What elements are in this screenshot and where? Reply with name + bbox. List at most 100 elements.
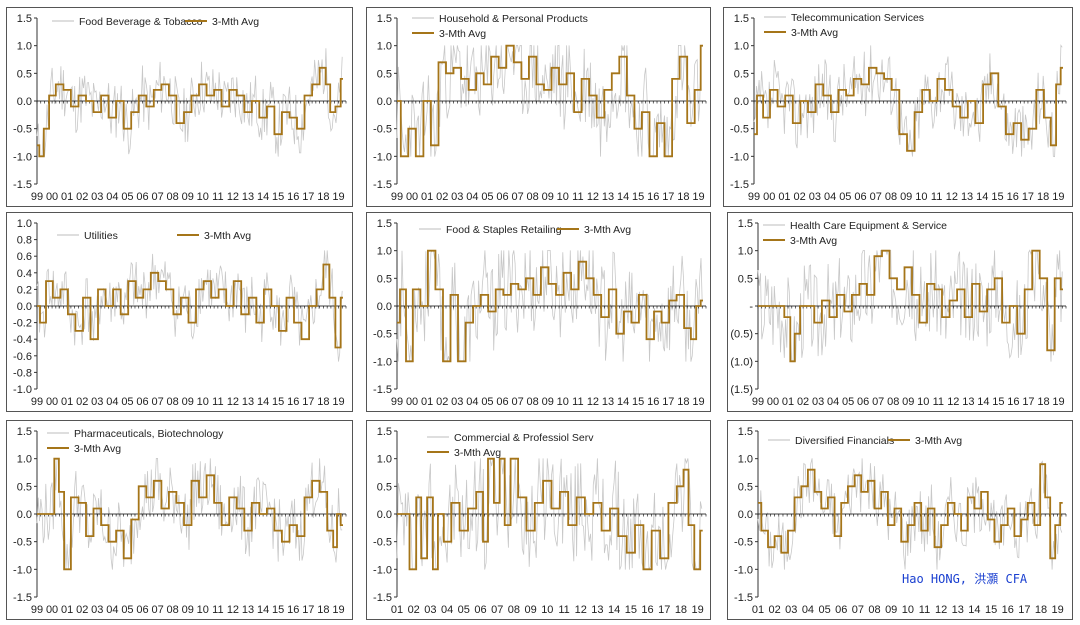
y-tick-label: -0.5 xyxy=(373,124,392,136)
x-tick-label: 10 xyxy=(917,396,929,408)
x-tick-label: 07 xyxy=(151,191,163,203)
y-tick-label: 1.0 xyxy=(17,218,32,230)
x-tick-label: 15 xyxy=(992,396,1004,408)
legend: Household & Personal Products 3-Mth Avg xyxy=(412,13,588,40)
x-tick-label: 11 xyxy=(572,396,583,408)
x-tick-label: 14 xyxy=(617,191,629,203)
x-tick-label: 13 xyxy=(961,191,973,203)
y-tick-label: -1.5 xyxy=(734,592,753,604)
y-tick-label: -0.2 xyxy=(13,318,32,330)
x-tick-label: 11 xyxy=(919,604,930,616)
x-tick-label: 99 xyxy=(31,396,43,408)
legend-raw-label: Food & Staples Retailing xyxy=(446,224,562,236)
x-tick-label: 15 xyxy=(632,191,644,203)
x-tick-label: 02 xyxy=(76,396,88,408)
raw-series-line xyxy=(753,44,1063,158)
avg-series-line xyxy=(758,463,1063,560)
x-tick-label: 02 xyxy=(769,604,781,616)
y-tick-label: -0.6 xyxy=(13,351,32,363)
x-tick-label: 08 xyxy=(167,604,179,616)
x-tick-label: 09 xyxy=(885,604,897,616)
x-tick-label: 06 xyxy=(474,604,486,616)
x-tick-label: 16 xyxy=(647,396,659,408)
y-tick-label: 0.5 xyxy=(738,481,753,493)
x-tick-label: 11 xyxy=(212,191,223,203)
x-tick-label: 03 xyxy=(91,396,103,408)
x-tick-label: 18 xyxy=(677,191,689,203)
chart-svg: 1.5 1.0 0.5 0.0 -0.5 -1.0 -1.599 00 01 02 03 04 05 06… xyxy=(13,13,347,203)
y-tick-label: 0.5 xyxy=(17,68,32,80)
x-tick-label: 02 xyxy=(76,604,88,616)
x-tick-label: 14 xyxy=(977,396,989,408)
legend: Food Beverage & Tobacco 3-Mth Avg xyxy=(52,16,259,28)
x-tick-label: 10 xyxy=(197,191,209,203)
x-tick-label: 04 xyxy=(106,396,118,408)
x-tick-label: 19 xyxy=(332,604,344,616)
x-tick-label: 04 xyxy=(441,604,453,616)
x-tick-label: 18 xyxy=(1037,396,1049,408)
y-tick-label: -1.0 xyxy=(13,151,32,163)
y-tick-label: 1.5 xyxy=(17,426,32,438)
legend-avg-label: 3-Mth Avg xyxy=(791,27,838,39)
x-tick-label: 15 xyxy=(985,604,997,616)
chart-panel: 1.5 1.0 0.5 0.0 -0.5 -1.0 -1.5 01 02 03 04 05 06 07 08… xyxy=(366,420,711,620)
y-tick-label: (1.5) xyxy=(730,384,753,396)
y-tick-label: -1.5 xyxy=(730,179,749,191)
legend-raw-label: Household & Personal Products xyxy=(439,13,588,25)
x-tick-label: 04 xyxy=(827,396,839,408)
x-tick-label: 01 xyxy=(61,191,73,203)
y-tick-label: 0.6 xyxy=(17,251,32,263)
x-tick-label: 00 xyxy=(46,604,58,616)
x-tick-label: 17 xyxy=(1018,604,1030,616)
x-tick-label: 12 xyxy=(935,604,947,616)
chart-panel: 1.0 0.8 0.6 0.4 0.2 0.0 -0.2 -0.4 -0.6 -0.8 -1.0 99… xyxy=(6,212,353,412)
y-tick-label: 0.2 xyxy=(17,284,32,296)
chart-panel: 1.5 1.0 0.5- (0.5) (1.0) (1.5) 99 00 01 02 03 04 05 0… xyxy=(727,212,1073,412)
y-tick-label: -0.5 xyxy=(373,537,392,549)
x-tick-label: 15 xyxy=(272,191,284,203)
y-tick-label: 0.8 xyxy=(17,235,32,247)
x-tick-label: 15 xyxy=(625,604,637,616)
x-tick-label: 17 xyxy=(1022,191,1034,203)
y-tick-label: 1.5 xyxy=(17,13,32,25)
chart-panel: 1.5 1.0 0.5 0.0 -0.5 -1.0 -1.5 01 02 03 04 05 06 07 08… xyxy=(727,420,1073,620)
x-tick-label: 02 xyxy=(797,396,809,408)
x-tick-label: 02 xyxy=(794,191,806,203)
x-tick-label: 04 xyxy=(802,604,814,616)
x-tick-label: 08 xyxy=(527,191,539,203)
avg-series-line xyxy=(37,66,343,158)
y-tick-label: 0.0 xyxy=(734,96,749,108)
chart-svg: 1.51.00.5-(0.5)(1.0)(1.5)99 00 01 02 03 04 05 0… xyxy=(730,218,1067,408)
y-tick-label: 0.0 xyxy=(17,301,32,313)
y-tick-label: -0.5 xyxy=(730,124,749,136)
avg-series-line xyxy=(397,44,703,158)
legend: Health Care Equipment & Service 3-Mth Avg xyxy=(763,220,947,247)
x-tick-label: 03 xyxy=(424,604,436,616)
x-tick-label: 05 xyxy=(121,396,133,408)
x-tick-label: 01 xyxy=(61,604,73,616)
y-tick-label: -1.0 xyxy=(13,384,32,396)
x-tick-label: 18 xyxy=(1035,604,1047,616)
x-tick-label: 07 xyxy=(872,396,884,408)
chart-svg: 1.0 0.8 0.6 0.4 0.2 0.0 -0.2 -0.4 -0.6 -0.8 -1.099… xyxy=(13,218,347,408)
y-tick-label: 0.5 xyxy=(377,273,392,285)
raw-series-line xyxy=(36,250,343,362)
x-tick-label: 03 xyxy=(809,191,821,203)
y-tick-label: -1.5 xyxy=(373,179,392,191)
x-tick-label: 17 xyxy=(662,191,674,203)
x-tick-label: 12 xyxy=(946,191,958,203)
x-tick-label: 13 xyxy=(242,191,254,203)
y-tick-label: 0.4 xyxy=(17,268,32,280)
x-tick-label: 03 xyxy=(785,604,797,616)
y-tick-label: 1.0 xyxy=(738,246,753,258)
x-tick-label: 19 xyxy=(332,396,344,408)
legend-avg-label: 3-Mth Avg xyxy=(790,235,837,247)
chart-panel: 1.5 1.0 0.5 0.0 -0.5 -1.0 -1.5 99 00 01 02 03 04 05 06… xyxy=(723,7,1073,207)
y-tick-label: 0.0 xyxy=(377,96,392,108)
x-tick-label: 10 xyxy=(557,191,569,203)
x-tick-label: 09 xyxy=(524,604,536,616)
chart-panel: 1.5 1.0 0.5 0.0 -0.5 -1.0 -1.5 99 00 01 02 03 04 05 06… xyxy=(366,7,711,207)
legend-raw-label: Food Beverage & Tobacco xyxy=(79,16,203,28)
legend-avg-label: 3-Mth Avg xyxy=(439,28,486,40)
x-tick-label: 02 xyxy=(408,604,420,616)
